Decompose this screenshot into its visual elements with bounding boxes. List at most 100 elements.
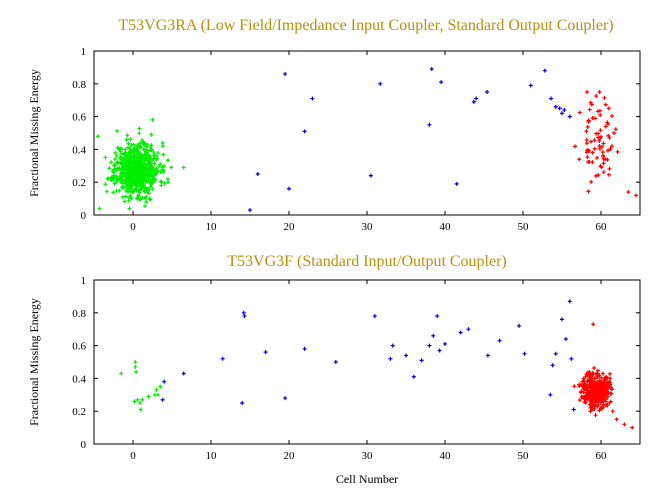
bottom-output-region-point: [596, 403, 601, 408]
top-input-region-point: [122, 199, 127, 204]
bottom-y-tick-label: 0.8: [72, 308, 86, 320]
top-input-region-point: [162, 164, 167, 169]
top-input-region-point: [117, 147, 122, 152]
top-middle-cells-point: [553, 104, 558, 109]
bottom-input-region-point: [134, 369, 139, 374]
bottom-output-region-point: [600, 371, 605, 376]
top-middle-cells-point: [485, 90, 490, 94]
top-input-region-point: [133, 175, 138, 180]
bottom-x-tick-label: 40: [440, 450, 452, 462]
bottom-middle-cells-point: [160, 397, 165, 402]
bottom-output-region-point: [582, 381, 587, 386]
top-input-region-point: [113, 167, 118, 172]
top-output-region-point: [613, 127, 618, 132]
top-input-region-point: [118, 149, 123, 154]
bottom-input-region-point: [132, 399, 137, 404]
top-input-region-point: [143, 149, 148, 154]
bottom-middle-cells-point: [550, 363, 555, 368]
top-output-region-point: [592, 146, 597, 151]
top-input-region-point: [112, 174, 117, 179]
bottom-output-region-point: [592, 387, 597, 392]
top-input-region-point: [126, 141, 131, 146]
top-output-region-point: [609, 113, 614, 118]
bottom-middle-cells-point: [571, 407, 576, 412]
bottom-output-region-point: [582, 399, 587, 404]
top-output-region-point: [598, 134, 603, 139]
bottom-output-region-point: [587, 370, 592, 375]
top-input-region-point: [160, 143, 165, 148]
top-output-region-point: [601, 170, 606, 175]
top-middle-cells-point: [427, 122, 432, 127]
top-input-region-point: [146, 186, 151, 191]
top-input-region-point: [148, 162, 153, 167]
bottom-output-region-point: [605, 380, 610, 385]
top-input-region-point: [169, 165, 174, 170]
bottom-output-region-point: [591, 371, 596, 376]
bottom-output-region-point: [582, 394, 587, 399]
bottom-input-region-point: [146, 394, 151, 399]
top-x-tick-label: 30: [362, 221, 374, 233]
top-y-tick-label: 0.8: [72, 79, 86, 91]
top-input-region-point: [153, 153, 158, 158]
top-output-region-point: [586, 189, 591, 194]
top-input-region-point: [137, 197, 142, 202]
top-input-region-point: [141, 147, 146, 152]
top-output-region-point: [597, 138, 602, 143]
top-output-region-point: [602, 95, 607, 100]
top-output-region-point: [584, 141, 589, 146]
top-input-region-point: [112, 177, 117, 182]
top-output-region-point: [603, 157, 608, 162]
bottom-output-region-point: [597, 408, 602, 413]
top-output-region-point: [634, 193, 639, 198]
top-input-region-point: [146, 171, 151, 176]
bottom-middle-cells-point: [333, 360, 338, 364]
bottom-output-region-point: [588, 372, 593, 377]
top-middle-cells-point: [287, 186, 291, 191]
top-middle-cells-point: [542, 68, 547, 73]
bottom-output-region-point: [607, 400, 612, 405]
top-chart: T53VG3RA (Low Field/Impedance Input Coup…: [27, 17, 641, 233]
top-output-region-point: [608, 146, 613, 151]
top-input-region-point: [158, 162, 163, 167]
top-output-region-point: [595, 155, 600, 160]
top-input-region-point: [112, 181, 117, 186]
top-x-tick-label: 20: [284, 221, 296, 233]
bottom-output-region-point: [614, 417, 619, 422]
bottom-output-region-point: [598, 382, 603, 387]
top-input-region-point: [113, 157, 118, 162]
top-output-region-point: [595, 109, 600, 114]
top-input-region-point: [148, 168, 153, 173]
bottom-y-tick-label: 1: [81, 275, 87, 287]
top-input-region-point: [112, 163, 117, 168]
bottom-output-region-point: [599, 375, 604, 380]
bottom-output-region-point: [591, 391, 596, 396]
top-input-region-point: [126, 145, 131, 150]
top-input-region-point: [133, 153, 138, 158]
bottom-middle-cells-point: [437, 348, 442, 353]
bottom-middle-cells-point: [522, 351, 527, 356]
bottom-output-region-point: [587, 381, 592, 386]
bottom-middle-cells-point: [263, 350, 268, 355]
top-output-region-point: [601, 161, 606, 166]
top-y-axis-label: Fractional Missing Energy: [27, 69, 41, 197]
bottom-output-region-point: [592, 407, 597, 412]
top-input-region-point: [115, 128, 120, 133]
top-input-region-point: [150, 158, 155, 163]
top-input-region-point: [97, 206, 102, 211]
top-input-region-point: [151, 150, 156, 155]
top-chart-title: T53VG3RA (Low Field/Impedance Input Coup…: [118, 17, 613, 34]
top-input-region-point: [123, 175, 128, 180]
top-middle-cells-point: [439, 80, 444, 85]
top-input-region-point: [159, 183, 164, 188]
top-x-tick-label: 50: [518, 221, 530, 233]
top-input-region-point: [138, 144, 143, 149]
bottom-middle-cells-point: [569, 356, 574, 361]
top-input-region-point: [155, 156, 160, 161]
top-input-region-point: [143, 185, 148, 190]
bottom-middle-cells-point: [241, 310, 246, 315]
top-middle-cells-point: [549, 96, 554, 101]
top-input-region-point: [161, 170, 166, 175]
top-input-region-point: [144, 178, 149, 183]
top-middle-cells-point: [310, 96, 315, 101]
top-middle-cells-point: [560, 111, 564, 116]
